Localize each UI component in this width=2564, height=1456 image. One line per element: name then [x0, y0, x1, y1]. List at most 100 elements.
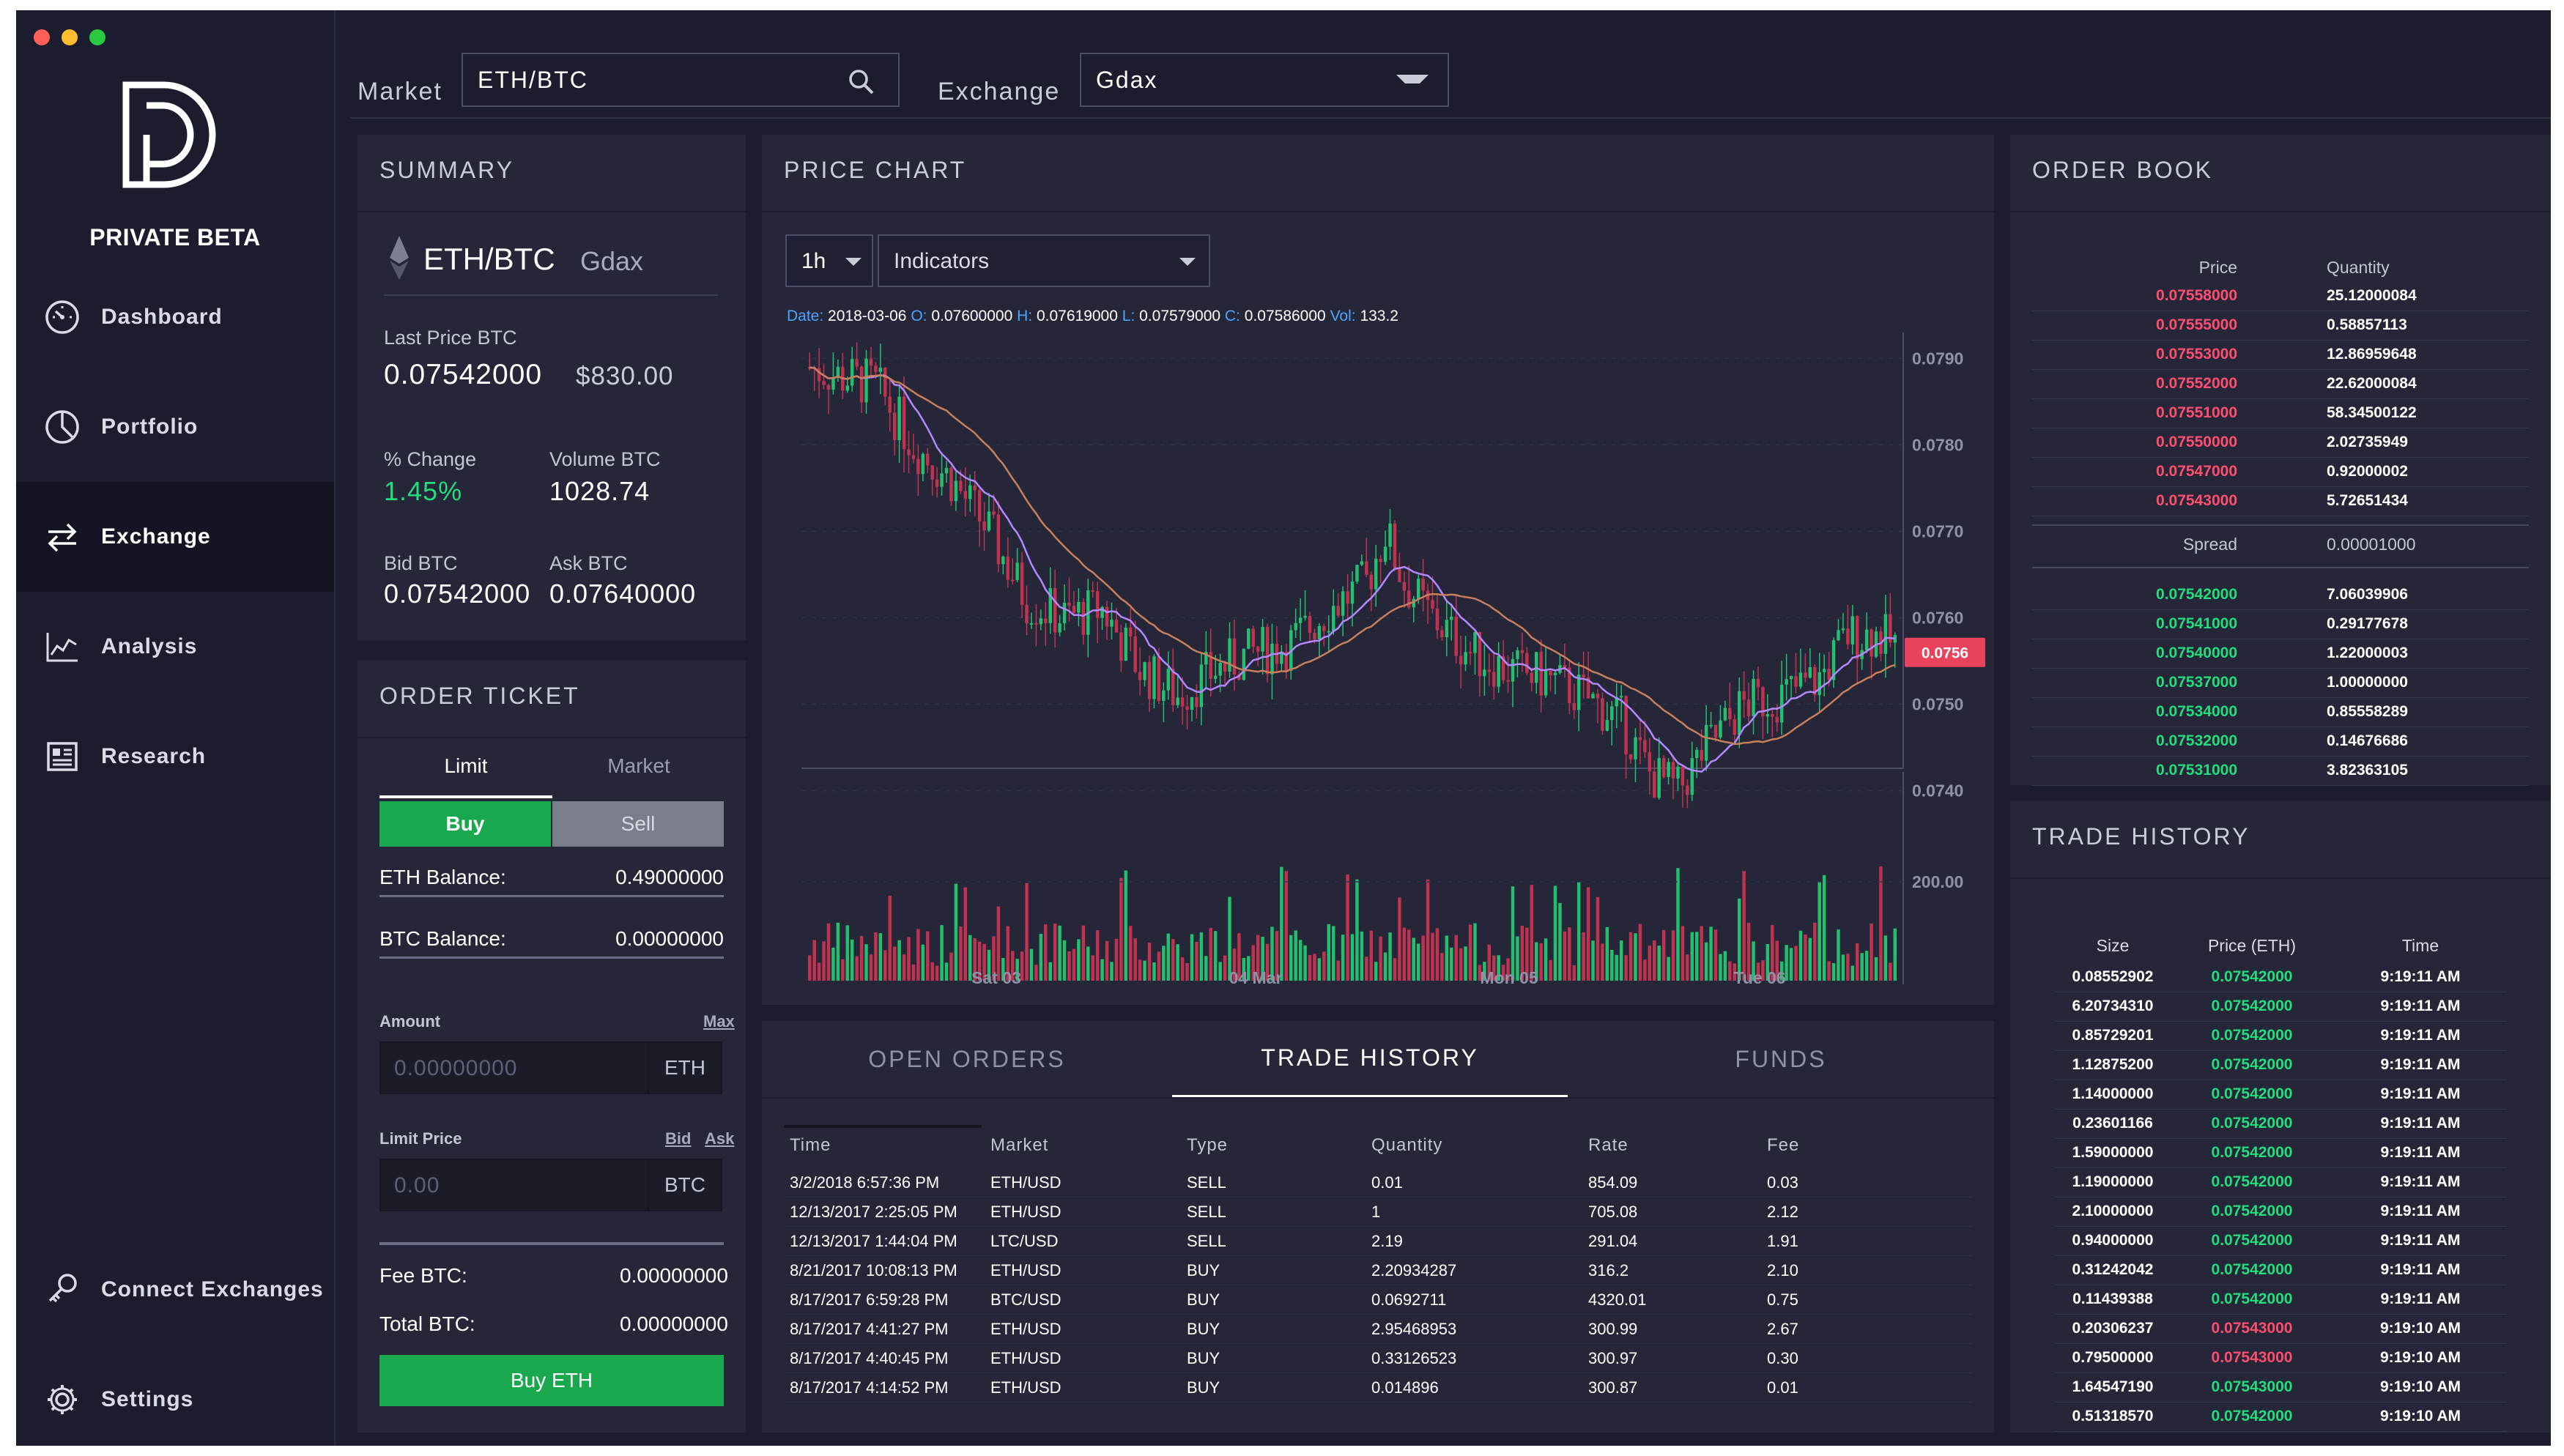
- candle-body: [940, 473, 944, 487]
- history-row[interactable]: [2054, 1403, 2507, 1432]
- order-book-row[interactable]: [2032, 429, 2529, 458]
- order-book-row[interactable]: [2032, 669, 2529, 698]
- history-row[interactable]: [2054, 964, 2507, 992]
- last-price-tag-label: 0.0756: [1922, 645, 1968, 662]
- volume-bar: [1190, 934, 1194, 981]
- history-row[interactable]: [2054, 1198, 2507, 1227]
- history-row[interactable]: [2054, 1286, 2507, 1315]
- maximize-window-button[interactable]: [89, 29, 105, 45]
- volume-bar: [1798, 930, 1803, 981]
- order-book-row[interactable]: [2032, 488, 2529, 516]
- history-row[interactable]: [2054, 993, 2507, 1022]
- sidebar-item-label: Analysis: [101, 634, 198, 658]
- volume-bar: [1520, 926, 1524, 981]
- order-book-row[interactable]: [2032, 640, 2529, 669]
- sidebar-item-connect-exchanges[interactable]: Connect Exchanges: [16, 1235, 334, 1345]
- table-cell: 1.91: [1767, 1232, 1798, 1250]
- buy-eth-button[interactable]: Buy ETH: [379, 1355, 724, 1406]
- table-cell: BUY: [1187, 1320, 1220, 1338]
- search-icon[interactable]: [847, 67, 876, 97]
- limit-price-input[interactable]: 0.00 BTC: [379, 1159, 722, 1211]
- volume-bar: [1383, 952, 1387, 981]
- table-row[interactable]: [784, 1374, 1972, 1403]
- order-book-row[interactable]: [2032, 728, 2529, 757]
- order-book-row[interactable]: [2032, 611, 2529, 639]
- order-book-row[interactable]: [2032, 400, 2529, 428]
- order-book-row[interactable]: [2032, 757, 2529, 786]
- chevron-down-icon: [1179, 258, 1196, 266]
- candle-body: [1719, 720, 1722, 738]
- table-row[interactable]: [784, 1286, 1972, 1315]
- candle-body: [982, 521, 986, 531]
- volume-bar: [1176, 944, 1179, 981]
- sidebar-item-dashboard[interactable]: Dashboard: [16, 262, 334, 372]
- history-row[interactable]: [2054, 1140, 2507, 1168]
- tab-funds[interactable]: FUNDS: [1568, 1021, 1994, 1097]
- table-cell: BTC/USD: [990, 1290, 1061, 1309]
- table-cell: 0.30: [1767, 1349, 1798, 1367]
- history-row[interactable]: [2054, 1081, 2507, 1110]
- table-row[interactable]: [784, 1315, 1972, 1344]
- sidebar-item-exchange[interactable]: Exchange: [16, 482, 334, 592]
- order-book-row[interactable]: [2032, 341, 2529, 370]
- interval-select[interactable]: 1h: [785, 234, 873, 287]
- order-book-row[interactable]: [2032, 312, 2529, 341]
- market-search-input[interactable]: ETH/BTC: [462, 53, 900, 107]
- tab-trade-history[interactable]: TRADE HISTORY: [1172, 1021, 1568, 1097]
- table-row[interactable]: [784, 1345, 1972, 1373]
- tab-market[interactable]: Market: [552, 754, 725, 795]
- history-row[interactable]: [2054, 1022, 2507, 1051]
- max-link[interactable]: Max: [703, 1012, 735, 1030]
- order-book-row[interactable]: [2032, 699, 2529, 727]
- amount-input[interactable]: 0.00000000 ETH: [379, 1041, 722, 1094]
- table-row[interactable]: [784, 1227, 1972, 1256]
- volume-bar: [1402, 927, 1407, 981]
- candle-body: [1624, 696, 1628, 755]
- minimize-window-button[interactable]: [62, 29, 78, 45]
- bid-link[interactable]: Bid: [665, 1129, 692, 1148]
- table-row[interactable]: [784, 1198, 1972, 1227]
- close-window-button[interactable]: [34, 29, 50, 45]
- sell-button[interactable]: Sell: [552, 801, 724, 847]
- panel-title: PRICE CHART: [784, 157, 967, 183]
- candle-body: [1303, 615, 1307, 618]
- bid-price: 0.07540000: [2156, 645, 2237, 661]
- table-cell: 300.87: [1588, 1378, 1638, 1397]
- ask-link[interactable]: Ask: [705, 1129, 735, 1148]
- sidebar-item-research[interactable]: Research: [16, 702, 334, 811]
- table-row[interactable]: [784, 1257, 1972, 1285]
- candle-body: [1228, 638, 1231, 672]
- order-book-row[interactable]: [2032, 582, 2529, 610]
- buy-button[interactable]: Buy: [379, 801, 551, 847]
- table-row[interactable]: [784, 1169, 1972, 1197]
- sidebar-item-analysis[interactable]: Analysis: [16, 592, 334, 702]
- sidebar-item-portfolio[interactable]: Portfolio: [16, 372, 334, 482]
- history-row[interactable]: [2054, 1110, 2507, 1139]
- history-row[interactable]: [2054, 1169, 2507, 1197]
- indicators-select[interactable]: Indicators: [878, 234, 1210, 287]
- candle-body: [1270, 643, 1274, 675]
- exchange-select[interactable]: Gdax: [1080, 53, 1449, 107]
- history-row[interactable]: [2054, 1052, 2507, 1080]
- candle-body: [892, 412, 897, 441]
- window-controls: [34, 29, 105, 45]
- chevron-down-icon: [1396, 75, 1429, 83]
- history-price: 0.07542000: [2211, 1203, 2293, 1219]
- tab-open-orders[interactable]: OPEN ORDERS: [762, 1021, 1172, 1097]
- order-book-row[interactable]: [2032, 371, 2529, 399]
- volume-bar: [1275, 931, 1279, 981]
- volume-bar: [1653, 940, 1656, 981]
- sidebar-item-settings[interactable]: Settings: [16, 1345, 334, 1446]
- order-book-row[interactable]: [2032, 458, 2529, 487]
- candle-body: [1171, 669, 1175, 705]
- volume-bar: [1553, 885, 1557, 981]
- tab-limit[interactable]: Limit: [379, 754, 552, 798]
- history-row[interactable]: [2054, 1257, 2507, 1285]
- history-row[interactable]: [2054, 1315, 2507, 1344]
- order-book-row[interactable]: [2032, 283, 2529, 311]
- history-row[interactable]: [2054, 1345, 2507, 1373]
- history-row[interactable]: [2054, 1227, 2507, 1256]
- candlestick-chart[interactable]: 0.0790 0.0780 0.0770 0.0760 0.0750 0.0740 200.…: [762, 333, 1994, 992]
- volume-bar: [1756, 962, 1760, 981]
- history-row[interactable]: [2054, 1374, 2507, 1403]
